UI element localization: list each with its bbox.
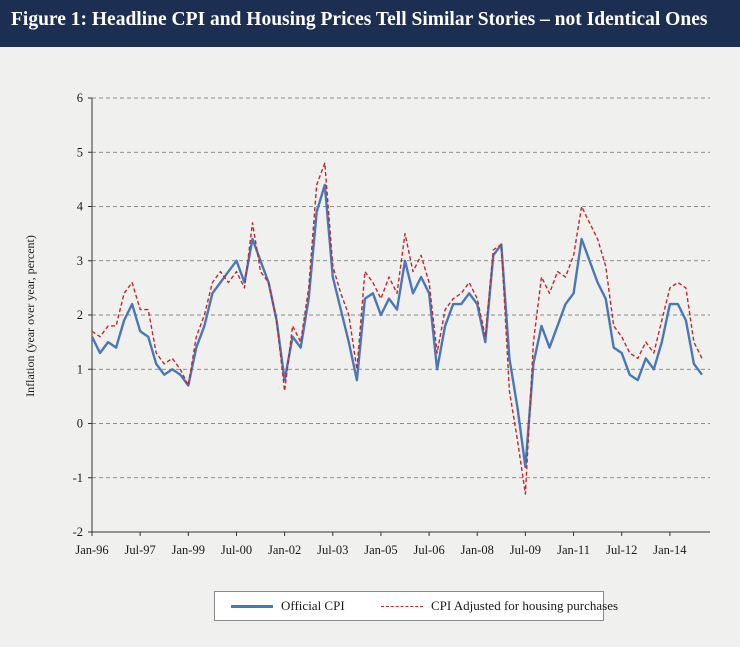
y-tick-label: 2 — [77, 308, 83, 322]
legend-label-cpi-adjusted: CPI Adjusted for housing purchases — [431, 598, 619, 613]
y-tick-label: 4 — [77, 200, 84, 214]
x-tick-label: Jul-00 — [221, 543, 252, 557]
series-lines — [90, 162, 703, 495]
axes — [88, 97, 710, 536]
y-tick-label: 1 — [77, 362, 83, 376]
x-tick-label: Jan-08 — [461, 543, 494, 557]
x-tick-label: Jan-96 — [75, 543, 108, 557]
y-tick-label: 3 — [77, 254, 83, 268]
x-tick-label: Jul-12 — [606, 543, 637, 557]
x-tick-label: Jan-99 — [172, 543, 205, 557]
y-tick-label: -2 — [73, 525, 83, 539]
y-axis-title: Inflation (year over year, percent) — [23, 235, 37, 397]
x-tick-label: Jan-14 — [653, 543, 687, 557]
y-tick-label: 0 — [77, 417, 83, 431]
x-tick-label: Jan-05 — [364, 543, 397, 557]
x-tick-label: Jul-03 — [317, 543, 348, 557]
x-tick-label: Jan-02 — [268, 543, 301, 557]
y-tick-label: -1 — [73, 471, 83, 485]
series-line-official-cpi — [90, 183, 703, 469]
y-tick-label: 6 — [77, 91, 83, 105]
figure-header: Figure 1: Headline CPI and Housing Price… — [0, 0, 740, 47]
x-tick-label: Jul-97 — [125, 543, 156, 557]
x-tick-label: Jan-11 — [557, 543, 590, 557]
grid-lines — [92, 97, 710, 479]
x-tick-label: Jul-09 — [510, 543, 541, 557]
x-tick-label: Jul-06 — [413, 543, 444, 557]
series-line-cpi-adjusted — [91, 162, 703, 495]
figure-title: Figure 1: Headline CPI and Housing Price… — [11, 9, 708, 30]
legend-swatch-cpi-adjusted — [381, 606, 423, 607]
y-tick-label: 5 — [77, 145, 83, 159]
legend: Official CPI CPI Adjusted for housing pu… — [214, 591, 618, 621]
legend-swatch-official-cpi — [231, 605, 273, 608]
tick-labels: -2 -1 0 1 2 3 4 5 6 Jan-96 Jul-97 Jan-99 Jul-00 Jan-0… — [73, 91, 688, 557]
legend-label-official-cpi: Official CPI — [281, 598, 345, 613]
